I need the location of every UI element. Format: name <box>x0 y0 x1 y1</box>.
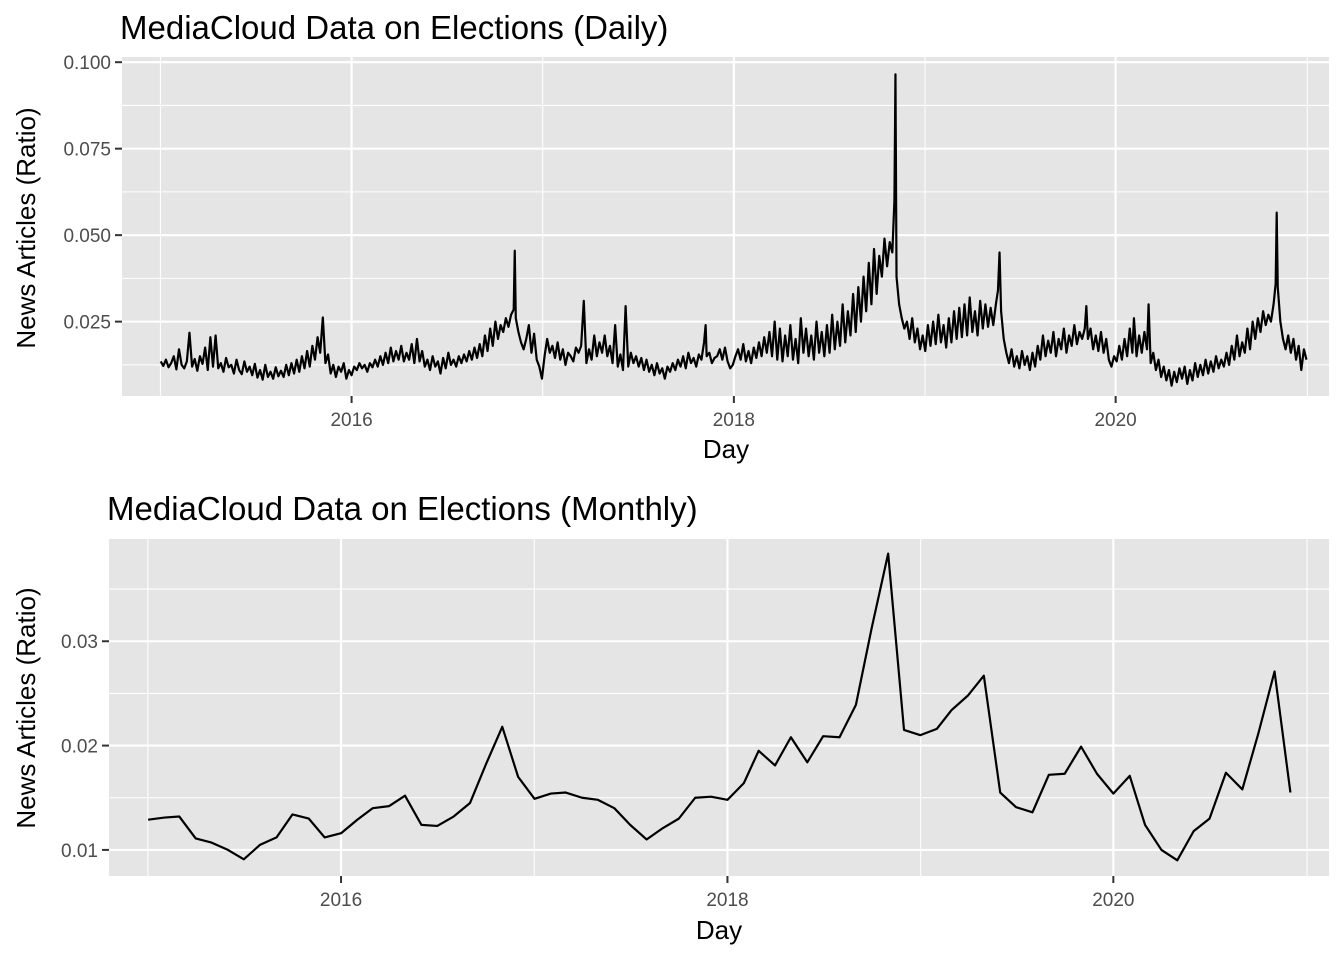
monthly-chart: MediaCloud Data on Elections (Monthly) 0… <box>11 490 1329 945</box>
daily-y-tick-label: 0.100 <box>63 53 111 74</box>
daily-y-axis-title: News Articles (Ratio) <box>11 107 41 348</box>
daily-chart-title: MediaCloud Data on Elections (Daily) <box>120 9 668 46</box>
monthly-chart-title: MediaCloud Data on Elections (Monthly) <box>107 490 698 527</box>
monthly-x-tick-label: 2016 <box>320 890 362 911</box>
monthly-y-tick-label: 0.02 <box>61 737 98 758</box>
daily-series <box>159 73 1308 387</box>
monthly-series-line <box>147 552 1292 862</box>
daily-x-tick-label: 2020 <box>1094 410 1136 431</box>
daily-y-tick-label: 0.075 <box>63 140 111 161</box>
daily-y-tick-label: 0.025 <box>63 313 111 334</box>
daily-x-axis: 2016 2018 2020 <box>330 396 1137 431</box>
daily-gridlines <box>122 57 1329 396</box>
monthly-y-tick-label: 0.01 <box>61 841 98 862</box>
monthly-x-tick-label: 2018 <box>706 890 748 911</box>
monthly-series <box>147 552 1292 862</box>
daily-y-axis: 0.025 0.050 0.075 0.100 <box>63 53 122 334</box>
daily-x-tick-label: 2016 <box>330 410 372 431</box>
monthly-y-tick-label: 0.03 <box>61 632 98 653</box>
daily-x-tick-label: 2018 <box>713 410 755 431</box>
monthly-plot-panel <box>109 539 1329 876</box>
monthly-y-axis-title: News Articles (Ratio) <box>11 587 41 828</box>
monthly-x-axis-title: Day <box>696 915 742 945</box>
daily-y-tick-label: 0.050 <box>63 226 111 247</box>
daily-chart: MediaCloud Data on Elections (Daily) 0.0… <box>11 9 1329 464</box>
monthly-y-axis: 0.01 0.02 0.03 <box>61 632 109 862</box>
monthly-x-tick-label: 2020 <box>1092 890 1134 911</box>
monthly-x-axis: 2016 2018 2020 <box>320 876 1134 911</box>
daily-x-axis-title: Day <box>703 434 749 464</box>
monthly-gridlines <box>109 539 1329 876</box>
daily-series-line <box>159 73 1308 387</box>
